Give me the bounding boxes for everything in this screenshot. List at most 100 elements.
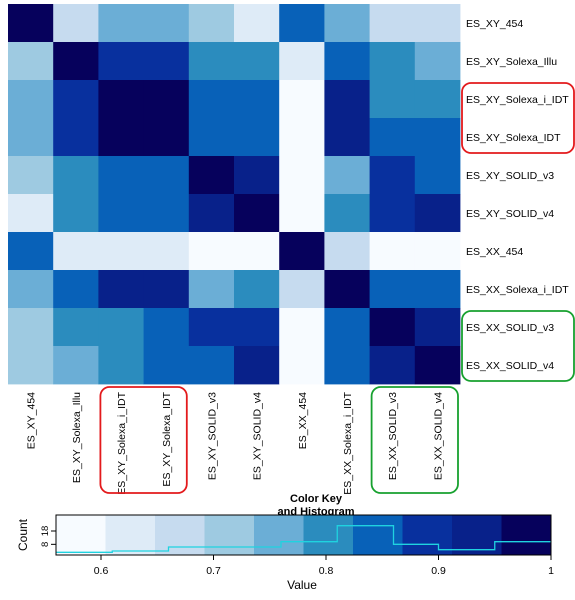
heatmap-cell-es-xx-solexa-i-idt-x-es-xx-solexa-i-idt	[324, 270, 370, 309]
heatmap-cell-es-xx-454-x-es-xy-solid-v3	[188, 232, 235, 271]
heatmap-cell-es-xx-solexa-i-idt-x-es-xy-solexa-idt	[143, 270, 190, 309]
heatmap-cell-es-xy-solexa-illu-x-es-xx-solid-v4	[414, 42, 461, 81]
heatmap-cell-es-xy-solexa-idt-x-es-xx-solid-v4	[414, 118, 461, 157]
column-label-es-xy-solid-v3: ES_XY_SOLID_v3	[206, 392, 218, 480]
heatmap-cell-es-xy-454-x-es-xx-solid-v4	[414, 4, 461, 43]
column-label-es-xy-solid-v4: ES_XY_SOLID_v4	[252, 392, 264, 480]
row-label-es-xx-solid-v4: ES_XX_SOLID_v4	[466, 360, 554, 372]
row-label-es-xy-454: ES_XY_454	[466, 18, 523, 30]
heatmap-cell-es-xy-solid-v3-x-es-xx-solid-v3	[369, 156, 416, 195]
row-label-es-xx-454: ES_XX_454	[466, 246, 523, 258]
heatmap-cell-es-xx-454-x-es-xy-454	[8, 232, 54, 271]
heatmap-cell-es-xy-solid-v4-x-es-xy-solexa-illu	[53, 194, 99, 233]
heatmap-cell-es-xx-solexa-i-idt-x-es-xy-solid-v4	[234, 270, 280, 309]
color-key-x-label: Value	[287, 578, 317, 592]
heatmap-cell-es-xx-solid-v4-x-es-xy-solexa-i-idt	[98, 346, 144, 385]
heatmap-cell-es-xy-solexa-illu-x-es-xy-solexa-i-idt	[98, 42, 144, 81]
heatmap-cell-es-xy-solid-v3-x-es-xy-454	[8, 156, 54, 195]
column-label-es-xy-solexa-idt: ES_XY_Solexa_IDT	[161, 391, 173, 486]
heatmap-cell-es-xx-solexa-i-idt-x-es-xy-solexa-i-idt	[98, 270, 144, 309]
heatmap-cell-es-xx-solid-v3-x-es-xy-solid-v4	[234, 308, 280, 347]
heatmap-cell-es-xx-454-x-es-xx-solexa-i-idt	[324, 232, 370, 271]
column-highlight-box-2	[370, 386, 459, 494]
heatmap-cell-es-xx-454-x-es-xy-solexa-i-idt	[98, 232, 144, 271]
color-key-swatch-2	[105, 515, 156, 555]
heatmap-cell-es-xx-solexa-i-idt-x-es-xx-454	[279, 270, 325, 309]
heatmap-cell-es-xy-454-x-es-xy-solid-v4	[234, 4, 280, 43]
heatmap-cell-es-xx-454-x-es-xy-solid-v4	[234, 232, 280, 271]
color-key-y-ticks: 8 18	[40, 526, 56, 547]
y-tick-label: 8	[40, 542, 51, 547]
column-label-es-xy-solexa-i-idt: ES_XY_Solexa_i_IDT	[116, 391, 128, 494]
heatmap-cell-es-xy-solid-v4-x-es-xx-solid-v3	[369, 194, 416, 233]
color-key-swatch-4	[204, 515, 255, 555]
heatmap-cell-es-xy-solexa-idt-x-es-xx-454	[279, 118, 325, 157]
column-highlight-box-1	[99, 386, 188, 494]
heatmap-row-labels: ES_XY_454 ES_XY_Solexa_Illu ES_XY_Solexa_i…	[466, 18, 569, 372]
color-key-frame	[55, 514, 552, 556]
heatmap-cell-es-xy-solid-v4-x-es-xy-solexa-i-idt	[98, 194, 144, 233]
column-label-es-xx-454: ES_XX_454	[297, 392, 309, 449]
heatmap-cell-es-xy-solexa-idt-x-es-xy-solexa-i-idt	[98, 118, 144, 157]
x-tick-label: 0.7	[206, 565, 221, 577]
column-label-es-xx-solid-v4: ES_XX_SOLID_v4	[432, 392, 444, 480]
heatmap-cell-es-xy-solexa-idt-x-es-xx-solexa-i-idt	[324, 118, 370, 157]
heatmap-cell-es-xy-454-x-es-xy-solexa-idt	[143, 4, 190, 43]
heatmap-cell-es-xy-solexa-idt-x-es-xy-454	[8, 118, 54, 157]
color-key-swatch-9	[452, 515, 502, 555]
heatmap-cell-es-xy-solexa-i-idt-x-es-xx-solexa-i-idt	[324, 80, 370, 119]
heatmap-highlight-boxes	[99, 82, 575, 494]
heatmap-cell-es-xx-solid-v3-x-es-xy-solexa-i-idt	[98, 308, 144, 347]
color-key-swatch-8	[402, 515, 453, 555]
heatmap-cell-es-xy-solexa-i-idt-x-es-xx-454	[279, 80, 325, 119]
heatmap-cell-es-xy-solexa-idt-x-es-xy-solid-v3	[188, 118, 235, 157]
y-tick-label: 18	[40, 526, 51, 537]
row-label-es-xy-solexa-illu: ES_XY_Solexa_Illu	[466, 56, 557, 68]
x-tick-label: 0.8	[319, 565, 334, 577]
heatmap-cell-es-xy-solid-v4-x-es-xx-454	[279, 194, 325, 233]
heatmap-cell-es-xx-solid-v3-x-es-xx-solid-v4	[414, 308, 461, 347]
heatmap-cell-es-xx-solid-v4-x-es-xx-solid-v4	[414, 346, 461, 385]
column-label-es-xy-454: ES_XY_454	[26, 392, 38, 449]
heatmap-cell-es-xx-solid-v4-x-es-xx-454	[279, 346, 325, 385]
heatmap-cells	[8, 4, 461, 385]
heatmap-cell-es-xx-solid-v3-x-es-xx-454	[279, 308, 325, 347]
column-label-es-xy-solexa-illu: ES_XY_Solexa_Illu	[71, 392, 83, 483]
column-label-es-xx-solexa-i-idt: ES_XX_Solexa_i_IDT	[342, 391, 354, 494]
color-key-swatches	[56, 515, 552, 555]
heatmap-cell-es-xx-454-x-es-xy-solexa-illu	[53, 232, 99, 271]
row-label-es-xy-solexa-idt: ES_XY_Solexa_IDT	[466, 132, 561, 144]
heatmap-cell-es-xy-solexa-i-idt-x-es-xy-solid-v4	[234, 80, 280, 119]
heatmap-cell-es-xy-solid-v3-x-es-xy-solid-v4	[234, 156, 280, 195]
heatmap-cell-es-xy-solexa-illu-x-es-xy-solid-v3	[188, 42, 235, 81]
column-label-es-xx-solid-v3: ES_XX_SOLID_v3	[387, 392, 399, 480]
heatmap-cell-es-xx-solexa-i-idt-x-es-xy-454	[8, 270, 54, 309]
heatmap-cell-es-xy-solexa-i-idt-x-es-xy-454	[8, 80, 54, 119]
heatmap-cell-es-xy-solid-v4-x-es-xx-solexa-i-idt	[324, 194, 370, 233]
heatmap-cell-es-xy-solexa-illu-x-es-xy-solexa-idt	[143, 42, 190, 81]
heatmap-cell-es-xy-solexa-illu-x-es-xx-solexa-i-idt	[324, 42, 370, 81]
heatmap-cell-es-xy-solid-v3-x-es-xx-solid-v4	[414, 156, 461, 195]
heatmap-cell-es-xy-solid-v3-x-es-xx-454	[279, 156, 325, 195]
x-tick-label: 1	[548, 565, 554, 577]
heatmap-cell-es-xy-454-x-es-xy-solexa-illu	[53, 4, 99, 43]
heatmap-cell-es-xy-454-x-es-xy-454	[8, 4, 54, 43]
heatmap-cell-es-xy-solexa-idt-x-es-xy-solexa-idt	[143, 118, 190, 157]
row-label-es-xy-solexa-i-idt: ES_XY_Solexa_i_IDT	[466, 94, 569, 106]
heatmap-cell-es-xy-solexa-illu-x-es-xx-454	[279, 42, 325, 81]
heatmap-cell-es-xy-solid-v3-x-es-xy-solexa-idt	[143, 156, 190, 195]
heatmap-cell-es-xy-solexa-illu-x-es-xy-solid-v4	[234, 42, 280, 81]
heatmap-cell-es-xx-454-x-es-xx-solid-v4	[414, 232, 461, 271]
heatmap-cell-es-xy-454-x-es-xy-solexa-i-idt	[98, 4, 144, 43]
x-tick-label: 0.9	[431, 565, 446, 577]
color-key-swatch-10	[501, 515, 552, 555]
heatmap-cell-es-xx-solid-v3-x-es-xx-solid-v3	[369, 308, 416, 347]
heatmap-cell-es-xx-solid-v4-x-es-xx-solid-v3	[369, 346, 416, 385]
heatmap-cell-es-xy-solexa-illu-x-es-xy-solexa-illu	[53, 42, 99, 81]
row-label-es-xx-solexa-i-idt: ES_XX_Solexa_i_IDT	[466, 284, 569, 296]
heatmap-cell-es-xx-solid-v4-x-es-xy-solexa-idt	[143, 346, 190, 385]
heatmap-cell-es-xy-solexa-i-idt-x-es-xy-solexa-illu	[53, 80, 99, 119]
heatmap-cell-es-xx-solid-v3-x-es-xy-solexa-idt	[143, 308, 190, 347]
heatmap-cell-es-xx-solid-v3-x-es-xy-454	[8, 308, 54, 347]
